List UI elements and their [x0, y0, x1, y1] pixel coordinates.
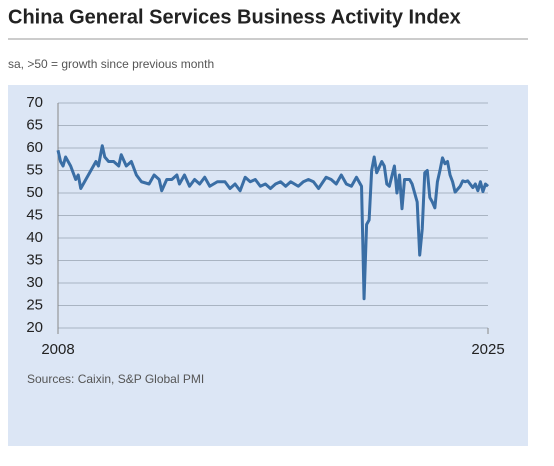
x-tick-label: 2008 — [41, 341, 74, 358]
y-tick-label: 65 — [26, 116, 43, 133]
y-tick-label: 50 — [26, 184, 43, 201]
y-tick-label: 30 — [26, 274, 43, 291]
y-tick-label: 25 — [26, 296, 43, 313]
source-note: Sources: Caixin, S&P Global PMI — [27, 372, 204, 386]
y-tick-label: 70 — [26, 94, 43, 111]
chart-subtitle: sa, >50 = growth since previous month — [8, 57, 214, 71]
y-tick-label: 60 — [26, 139, 43, 156]
x-tick-label: 2025 — [471, 341, 504, 358]
data-line — [56, 144, 489, 301]
y-tick-label: 35 — [26, 251, 43, 268]
plot-panel — [8, 85, 528, 446]
y-tick-label: 45 — [26, 206, 43, 223]
y-tick-label: 20 — [26, 319, 43, 336]
y-tick-label: 55 — [26, 161, 43, 178]
y-tick-label: 40 — [26, 229, 43, 246]
chart-title: China General Services Business Activity… — [8, 6, 461, 28]
